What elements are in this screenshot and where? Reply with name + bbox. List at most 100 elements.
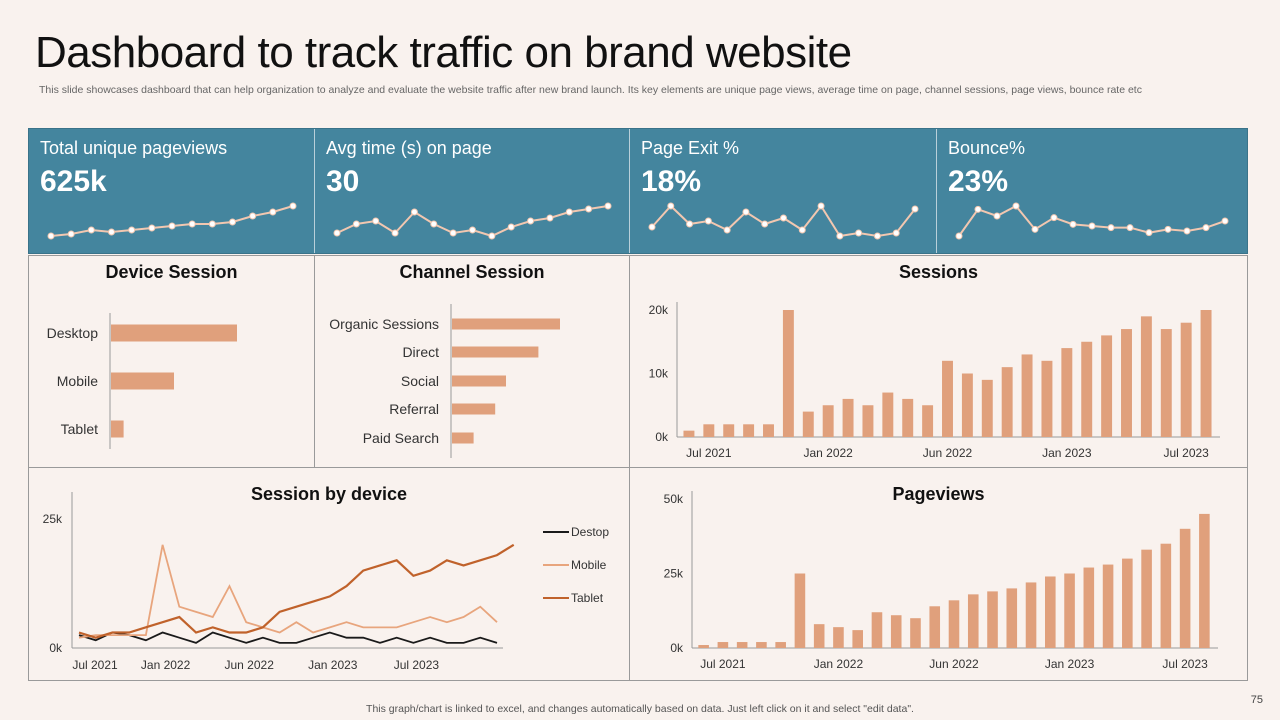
sparkline-point: [1145, 229, 1153, 237]
bar: [882, 392, 894, 437]
sparkline-point: [67, 230, 75, 238]
bar: [723, 424, 735, 437]
bar: [452, 432, 474, 444]
bar: [1025, 582, 1037, 648]
sparkline-point: [372, 217, 380, 225]
bar: [987, 591, 998, 648]
bar: [802, 411, 814, 437]
sparkline-point: [352, 220, 360, 228]
sparkline-point: [87, 226, 95, 234]
channel-session-panel: Channel Session Organic Sessions Direct So…: [314, 255, 630, 468]
sparkline-point: [1050, 214, 1058, 222]
sparkline-point: [108, 228, 115, 236]
sparkline-point: [391, 229, 399, 237]
bar: [1122, 558, 1133, 648]
sparkline-point: [1012, 202, 1020, 210]
category-label: Paid Search: [363, 430, 439, 446]
footer-note: This graph/chart is linked to excel, and…: [366, 703, 914, 715]
page-number: 75: [1250, 694, 1263, 706]
y-tick-label: 50k: [664, 492, 684, 506]
sparkline-point: [892, 229, 900, 237]
bar: [794, 573, 806, 648]
bar: [111, 324, 237, 342]
category-label: Referral: [389, 401, 439, 417]
sparkline-point: [855, 229, 863, 237]
chart-title: Session by device: [250, 484, 408, 504]
sparkline-point: [873, 232, 881, 240]
kpi-card-bounce[interactable]: Bounce% 23%: [937, 129, 1247, 253]
x-tick-label: Jul 2023: [1163, 446, 1209, 460]
y-tick-label: 0k: [655, 430, 669, 444]
kpi-sparkline: [955, 202, 1229, 240]
bar: [775, 642, 786, 648]
sparkline-point: [1126, 224, 1134, 232]
category-label: Direct: [402, 344, 439, 360]
bar: [743, 424, 755, 437]
session-by-device-chart[interactable]: 0k 25k Destop Mobile Tablet Jul 2021 Jan 2022 J…: [29, 468, 629, 680]
bar: [852, 630, 863, 648]
category-label: Mobile: [57, 373, 98, 389]
bar: [981, 379, 993, 437]
bar: [452, 375, 506, 387]
series-line-mobile: [78, 544, 498, 639]
sparkline-point: [686, 220, 694, 228]
bar: [1045, 576, 1056, 648]
kpi-card-pageviews[interactable]: Total unique pageviews 625k: [29, 129, 315, 253]
sessions-chart[interactable]: 0k 10k 20k Jul 2021 Jan 2022 Jun 2022 Jan 2023…: [630, 256, 1247, 467]
x-tick-label: Jul 2023: [394, 658, 440, 672]
pageviews-panel: Pageviews 0k 25k 50k Jul 2021 Jan 2022 Jun 20…: [629, 467, 1248, 681]
sparkline-point: [168, 222, 176, 230]
bar: [967, 594, 979, 648]
bar: [961, 373, 973, 437]
legend-label: Destop: [571, 525, 609, 539]
y-tick-label: 20k: [649, 303, 669, 317]
sparkline-point: [527, 217, 535, 225]
x-tick-label: Jun 2022: [923, 446, 973, 460]
bar: [1006, 588, 1018, 648]
bar: [111, 372, 174, 390]
bar: [782, 310, 794, 437]
chart-title: Pageviews: [892, 484, 985, 504]
bar: [736, 642, 748, 648]
kpi-label: Bounce%: [948, 138, 1026, 158]
bar: [833, 627, 844, 648]
sparkline-point: [723, 226, 731, 234]
bar: [452, 318, 560, 330]
sparkline-point: [817, 202, 825, 210]
bar: [942, 360, 953, 437]
x-tick-label: Jan 2023: [1045, 657, 1095, 671]
channel-session-chart[interactable]: Organic Sessions Direct Social Referral Paid…: [315, 256, 629, 467]
sparkline-point: [128, 226, 136, 234]
bar: [1180, 322, 1192, 437]
kpi-value: 30: [326, 165, 360, 198]
sparkline-point: [488, 232, 496, 240]
kpi-sparkline: [648, 202, 919, 240]
x-tick-label: Jun 2022: [929, 657, 979, 671]
y-tick-label: 25k: [664, 567, 684, 581]
x-tick-label: Jan 2022: [141, 658, 191, 672]
sparkline-point: [1202, 224, 1210, 232]
kpi-row: Total unique pageviews 625k Avg time (s)…: [28, 128, 1248, 254]
pageviews-chart[interactable]: 0k 25k 50k Jul 2021 Jan 2022 Jun 2022 Jan 2023…: [630, 468, 1247, 680]
sparkline-point: [604, 202, 612, 210]
category-label: Organic Sessions: [329, 316, 439, 332]
kpi-value: 18%: [641, 165, 702, 198]
sparkline-point: [148, 224, 156, 232]
x-tick-label: Jul 2021: [700, 657, 746, 671]
kpi-card-page-exit[interactable]: Page Exit % 18%: [630, 129, 937, 253]
bar: [1061, 348, 1073, 437]
kpi-sparkline: [333, 202, 612, 240]
sparkline-point: [974, 205, 982, 213]
sparkline-point: [836, 232, 844, 240]
bar: [822, 405, 834, 437]
y-tick-label: 25k: [43, 512, 63, 526]
device-session-chart[interactable]: Desktop Mobile Tablet: [29, 256, 314, 467]
chart-title: Sessions: [898, 262, 979, 282]
sparkline-point: [229, 218, 236, 226]
bar: [813, 624, 825, 648]
sparkline-point: [1183, 227, 1191, 235]
x-tick-label: Jun 2022: [225, 658, 275, 672]
bar: [683, 430, 695, 437]
kpi-card-avg-time[interactable]: Avg time (s) on page 30: [315, 129, 630, 253]
sparkline-point: [269, 208, 277, 216]
